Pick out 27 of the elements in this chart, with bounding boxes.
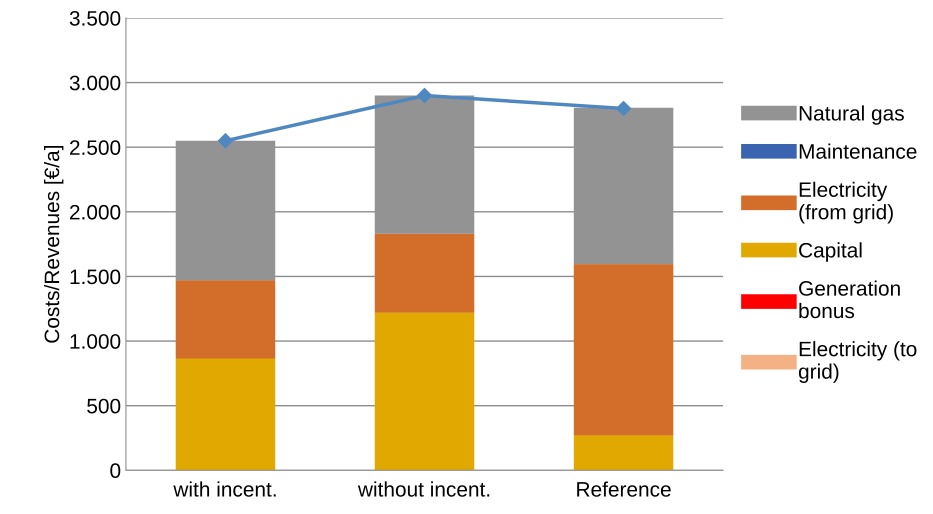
y-tick-label: 1.000 [70,334,120,349]
bar [176,280,276,359]
x-tick-label: Reference [577,481,671,497]
y-tick-label: 3.000 [70,76,120,90]
legend-label: Maintenance [800,144,916,159]
y-tick-label: 3.500 [70,10,120,26]
legend-label: Electricity (from grid) [799,182,893,224]
legend-label: Natural gas [800,105,904,125]
bar [574,435,674,470]
y-tick-label: 0 [110,463,120,478]
y-tick-label: 2.000 [70,204,120,220]
bar [374,234,474,313]
legend-label: Electricity (to grid) [798,341,916,383]
bar [176,358,276,470]
x-tick-label: with incent. [173,481,276,497]
y-tick-label: 500 [87,398,120,414]
point [416,88,432,104]
bar [374,312,474,470]
y-tick-label: 2.500 [70,140,120,155]
bar [574,264,674,436]
point [218,133,234,148]
legend-label: Generation bonus [799,280,900,318]
y-axis-title: Costs/Revenues [€/a] [44,146,64,343]
point [616,100,632,116]
y-tick-label: 1.500 [70,269,120,284]
legend-label: Capital [799,242,862,262]
x-tick-label: without incent. [358,481,490,497]
